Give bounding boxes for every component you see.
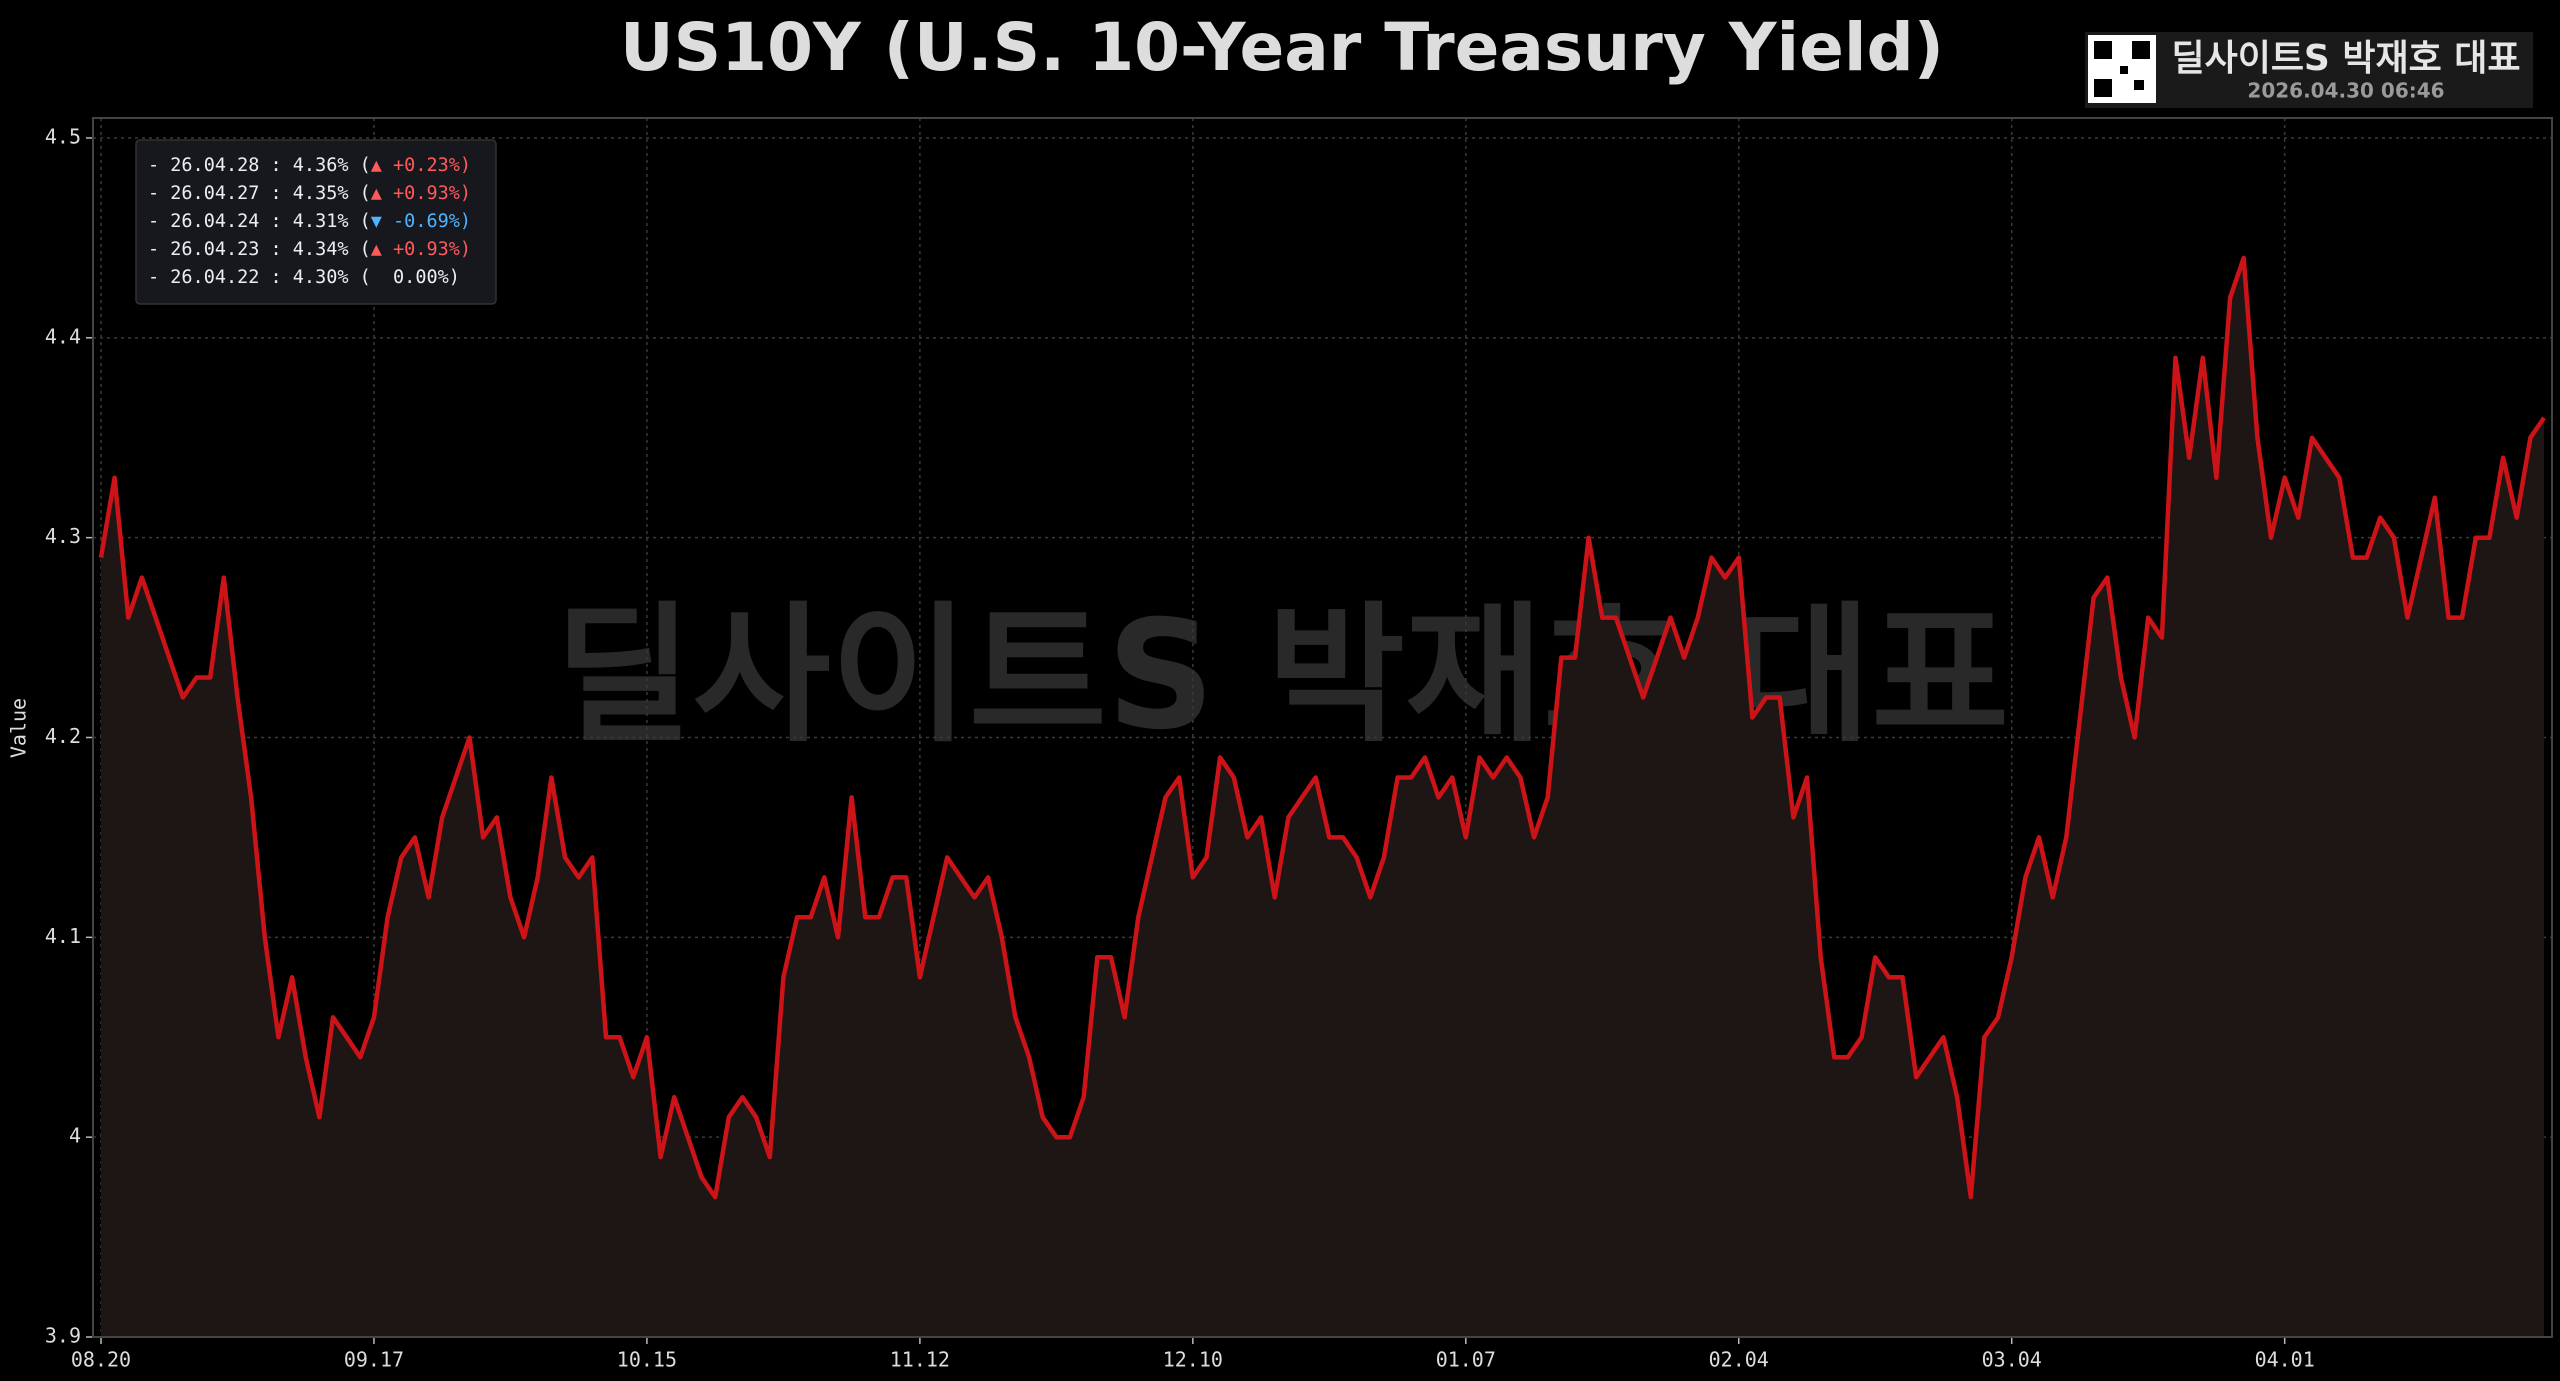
legend-change: 0.00%) <box>371 267 460 288</box>
qr-corner <box>2094 41 2112 59</box>
legend-entry: - 26.04.23 : 4.34% (▲ +0.93%) <box>148 239 471 260</box>
qr-dot <box>2120 66 2128 74</box>
y-tick-label: 4.5 <box>45 124 81 148</box>
legend-text: - 26.04.28 : 4.36% ( <box>148 155 371 176</box>
badge-box <box>2085 32 2533 108</box>
legend-entry: - 26.04.24 : 4.31% (▼ -0.69%) <box>148 211 471 232</box>
legend-change: ▲ +0.23%) <box>371 155 471 176</box>
qr-corner <box>2132 41 2150 59</box>
line <box>98 255 2546 1200</box>
plot-frame <box>92 117 2553 1338</box>
legend-entry: - 26.04.27 : 4.35% (▲ +0.93%) <box>148 183 471 204</box>
legend-entry: - 26.04.28 : 4.36% (▲ +0.23%) <box>148 155 471 176</box>
y-tick-label: 4 <box>69 1124 81 1148</box>
chart-title: US10Y (U.S. 10-Year Treasury Yield) <box>620 9 1944 86</box>
x-tick-label: 01.07 <box>1436 1348 1496 1372</box>
y-tick-label: 4.2 <box>45 724 81 748</box>
badge-name: 딜사이트S 박재호 대표 <box>2171 38 2520 79</box>
x-tick-label: 08.20 <box>71 1348 131 1372</box>
y-tick-label: 4.1 <box>45 924 81 948</box>
x-tick-label: 11.12 <box>890 1348 950 1372</box>
x-tick-label: 02.04 <box>1709 1348 1769 1372</box>
badge: 딜사이트S 박재호 대표 2026.04.30 06:46 <box>2085 32 2533 108</box>
legend-box <box>135 139 497 305</box>
legend-text: - 26.04.24 : 4.31% ( <box>148 211 371 232</box>
x-tick-label: 03.04 <box>1982 1348 2042 1372</box>
legend-change: ▼ -0.69%) <box>371 211 471 232</box>
qr-corner <box>2094 79 2112 97</box>
y-tick-label: 4.3 <box>45 524 81 548</box>
legend-change: ▲ +0.93%) <box>371 239 471 260</box>
x-tick-label: 04.01 <box>2255 1348 2315 1372</box>
legend-entry: - 26.04.22 : 4.30% ( 0.00%) <box>148 267 460 288</box>
legend-text: - 26.04.27 : 4.35% ( <box>148 183 371 204</box>
x-tick-label: 12.10 <box>1163 1348 1223 1372</box>
legend: - 26.04.28 : 4.36% (▲ +0.23%)- 26.04.27 … <box>135 139 497 305</box>
qr-dot <box>2134 80 2144 90</box>
legend-text: - 26.04.22 : 4.30% ( <box>148 267 371 288</box>
y-tick-label: 3.9 <box>45 1324 81 1348</box>
area <box>101 257 2544 1337</box>
legend-change: ▲ +0.93%) <box>371 183 471 204</box>
y-axis-label: Value <box>7 698 31 758</box>
legend-text: - 26.04.23 : 4.34% ( <box>148 239 371 260</box>
x-tick-label: 09.17 <box>344 1348 404 1372</box>
badge-timestamp: 2026.04.30 06:46 <box>2247 79 2444 103</box>
x-tick-label: 10.15 <box>617 1348 677 1372</box>
y-tick-label: 4.4 <box>45 324 81 348</box>
